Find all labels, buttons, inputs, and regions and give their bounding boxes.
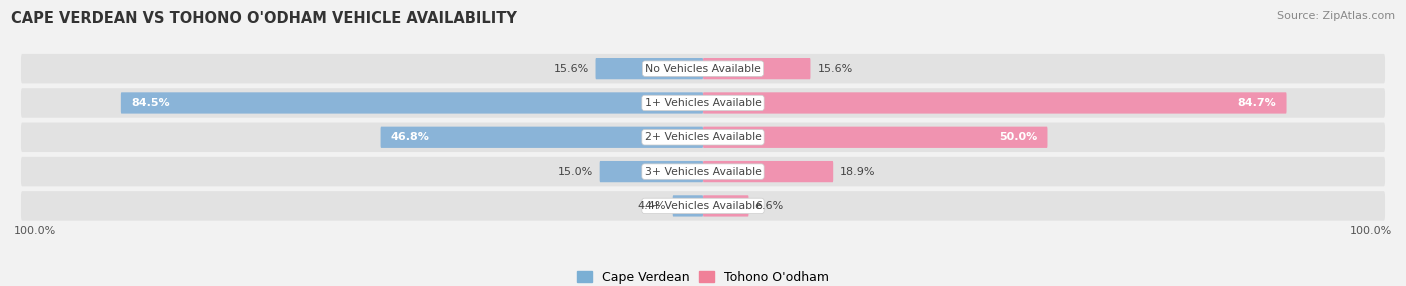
Text: 15.6%: 15.6%	[817, 64, 852, 74]
Text: 84.7%: 84.7%	[1237, 98, 1277, 108]
Text: No Vehicles Available: No Vehicles Available	[645, 64, 761, 74]
FancyBboxPatch shape	[703, 161, 834, 182]
Text: 15.0%: 15.0%	[558, 167, 593, 176]
FancyBboxPatch shape	[21, 157, 1385, 186]
Text: 18.9%: 18.9%	[841, 167, 876, 176]
Text: 6.6%: 6.6%	[755, 201, 783, 211]
Text: 2+ Vehicles Available: 2+ Vehicles Available	[644, 132, 762, 142]
Text: 4.4%: 4.4%	[637, 201, 666, 211]
FancyBboxPatch shape	[703, 195, 748, 217]
FancyBboxPatch shape	[596, 58, 703, 79]
Text: CAPE VERDEAN VS TOHONO O'ODHAM VEHICLE AVAILABILITY: CAPE VERDEAN VS TOHONO O'ODHAM VEHICLE A…	[11, 11, 517, 26]
FancyBboxPatch shape	[21, 191, 1385, 221]
Text: 4+ Vehicles Available: 4+ Vehicles Available	[644, 201, 762, 211]
Text: Source: ZipAtlas.com: Source: ZipAtlas.com	[1277, 11, 1395, 21]
FancyBboxPatch shape	[672, 195, 703, 217]
FancyBboxPatch shape	[121, 92, 703, 114]
FancyBboxPatch shape	[21, 88, 1385, 118]
Text: 3+ Vehicles Available: 3+ Vehicles Available	[644, 167, 762, 176]
FancyBboxPatch shape	[703, 58, 810, 79]
FancyBboxPatch shape	[599, 161, 703, 182]
FancyBboxPatch shape	[21, 54, 1385, 84]
Text: 84.5%: 84.5%	[131, 98, 170, 108]
Text: 100.0%: 100.0%	[14, 226, 56, 236]
FancyBboxPatch shape	[21, 122, 1385, 152]
Legend: Cape Verdean, Tohono O'odham: Cape Verdean, Tohono O'odham	[572, 266, 834, 286]
Text: 50.0%: 50.0%	[998, 132, 1038, 142]
Text: 15.6%: 15.6%	[554, 64, 589, 74]
Text: 1+ Vehicles Available: 1+ Vehicles Available	[644, 98, 762, 108]
FancyBboxPatch shape	[703, 127, 1047, 148]
Text: 46.8%: 46.8%	[391, 132, 430, 142]
FancyBboxPatch shape	[703, 92, 1286, 114]
Text: 100.0%: 100.0%	[1350, 226, 1392, 236]
FancyBboxPatch shape	[381, 127, 703, 148]
